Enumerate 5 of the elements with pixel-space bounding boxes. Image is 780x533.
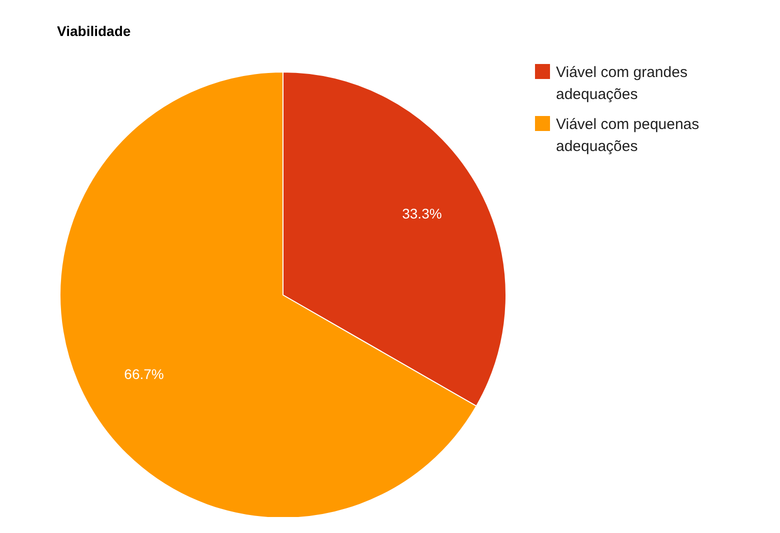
data-label: 66.7% xyxy=(124,366,164,382)
legend-label: Viável com pequenas adequações xyxy=(556,116,700,155)
data-label: 33.3% xyxy=(402,205,442,222)
legend-label: Viável com grandes adequações xyxy=(556,64,688,103)
chart-title: Viabilidade xyxy=(57,23,131,39)
